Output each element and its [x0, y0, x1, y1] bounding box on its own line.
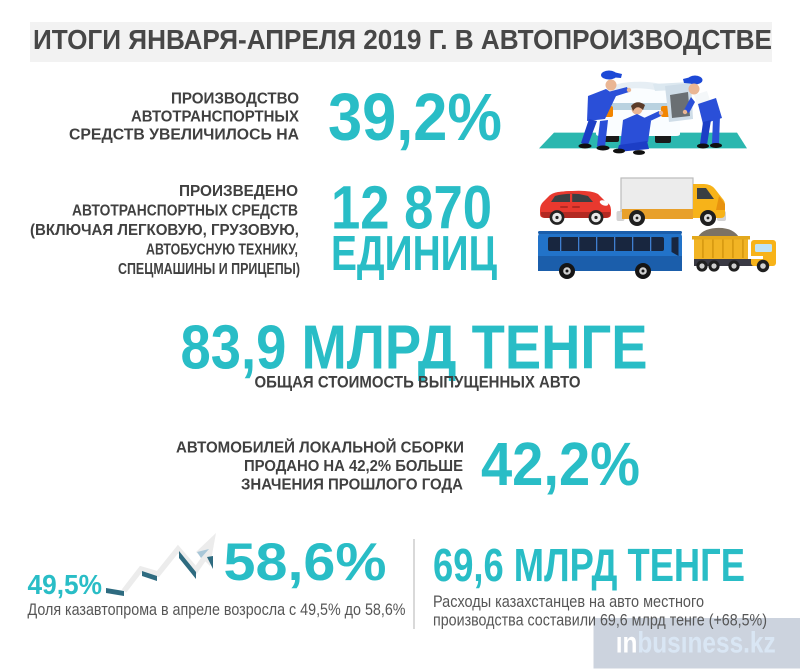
svg-text:АВТОТРАНСПОРТНЫХ: АВТОТРАНСПОРТНЫХ — [131, 109, 300, 126]
svg-text:42,2%: 42,2% — [481, 430, 640, 498]
svg-text:58,6%: 58,6% — [224, 533, 387, 592]
svg-text:69,6 МЛРД ТЕНГЕ: 69,6 МЛРД ТЕНГЕ — [433, 539, 745, 591]
svg-text:СПЕЦМАШИНЫ И ПРИЦЕПЫ): СПЕЦМАШИНЫ И ПРИЦЕПЫ) — [118, 261, 300, 278]
svg-text:ПРОИЗВЕДЕНО: ПРОИЗВЕДЕНО — [179, 183, 298, 200]
svg-text:АВТОМОБИЛЕЙ ЛОКАЛЬНОЙ СБОРКИ: АВТОМОБИЛЕЙ ЛОКАЛЬНОЙ СБОРКИ — [176, 439, 464, 457]
svg-text:ЕДИНИЦ: ЕДИНИЦ — [331, 227, 497, 281]
svg-text:ПРОИЗВОДСТВО: ПРОИЗВОДСТВО — [171, 91, 299, 108]
svg-text:ОБЩАЯ СТОИМОСТЬ ВЫПУЩЕННЫХ АВТ: ОБЩАЯ СТОИМОСТЬ ВЫПУЩЕННЫХ АВТО — [255, 374, 581, 392]
svg-text:(ВКЛЮЧАЯ ЛЕГКОВУЮ, ГРУЗОВУЮ,: (ВКЛЮЧАЯ ЛЕГКОВУЮ, ГРУЗОВУЮ, — [30, 222, 299, 239]
svg-text:ınbusıness.kz: ınbusıness.kz — [616, 626, 776, 659]
svg-text:Доля казавтопрома в апреле воз: Доля казавтопрома в апреле возросла с 49… — [28, 600, 406, 619]
svg-text:83,9 МЛРД ТЕНГЕ: 83,9 МЛРД ТЕНГЕ — [181, 313, 648, 382]
svg-text:12 870: 12 870 — [331, 174, 492, 242]
svg-text:ИТОГИ ЯНВАРЯ-АПРЕЛЯ 2019 Г. В: ИТОГИ ЯНВАРЯ-АПРЕЛЯ 2019 Г. В АВТОПРОИЗВ… — [33, 24, 772, 55]
svg-text:39,2%: 39,2% — [328, 80, 502, 155]
svg-text:ЗНАЧЕНИЯ ПРОШЛОГО ГОДА: ЗНАЧЕНИЯ ПРОШЛОГО ГОДА — [241, 477, 463, 494]
svg-text:Расходы казахстанцев на авто м: Расходы казахстанцев на авто местного — [433, 593, 704, 611]
svg-text:АВТОТРАНСПОРТНЫХ СРЕДСТВ: АВТОТРАНСПОРТНЫХ СРЕДСТВ — [72, 203, 298, 220]
svg-text:ПРОДАНО НА 42,2% БОЛЬШЕ: ПРОДАНО НА 42,2% БОЛЬШЕ — [244, 458, 463, 475]
svg-text:АВТОБУСНУЮ ТЕХНИКУ,: АВТОБУСНУЮ ТЕХНИКУ, — [146, 242, 298, 259]
svg-text:49,5%: 49,5% — [28, 569, 103, 600]
svg-text:производства составили 69,6 мл: производства составили 69,6 млрд тенге (… — [433, 612, 767, 630]
svg-text:СРЕДСТВ УВЕЛИЧИЛОСЬ НА: СРЕДСТВ УВЕЛИЧИЛОСЬ НА — [69, 127, 299, 144]
